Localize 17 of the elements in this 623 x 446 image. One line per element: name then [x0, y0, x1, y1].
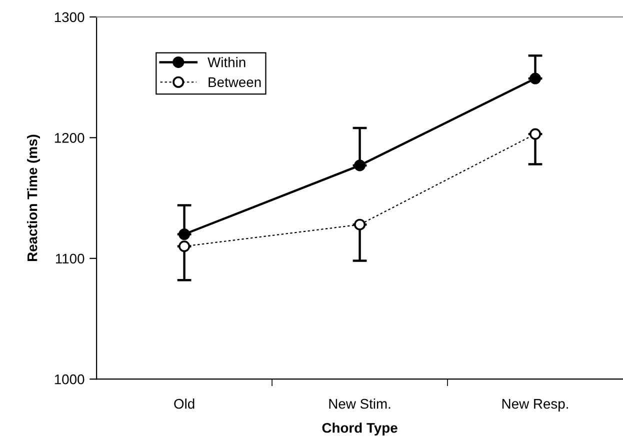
- y-tick-label: 1000: [54, 374, 84, 384]
- point: [529, 128, 542, 140]
- y-tick-label: 1300: [54, 12, 84, 22]
- x-tick-label: New Resp.: [502, 399, 568, 412]
- x-tick-label: Old: [174, 398, 194, 409]
- x-axis-title: Chord Type: [322, 422, 398, 436]
- x-tick-label: New Stim.: [329, 398, 390, 409]
- point: [178, 240, 190, 252]
- point: [178, 228, 190, 240]
- y-tick-label: 1200: [54, 133, 84, 143]
- legend-label: Within: [208, 57, 246, 68]
- y-axis-title: Reaction Time (ms): [27, 134, 40, 262]
- y-tick-label: 1100: [56, 254, 84, 264]
- point: [529, 72, 542, 84]
- point: [354, 218, 366, 230]
- point: [354, 160, 366, 172]
- legend-label: Between: [208, 77, 261, 88]
